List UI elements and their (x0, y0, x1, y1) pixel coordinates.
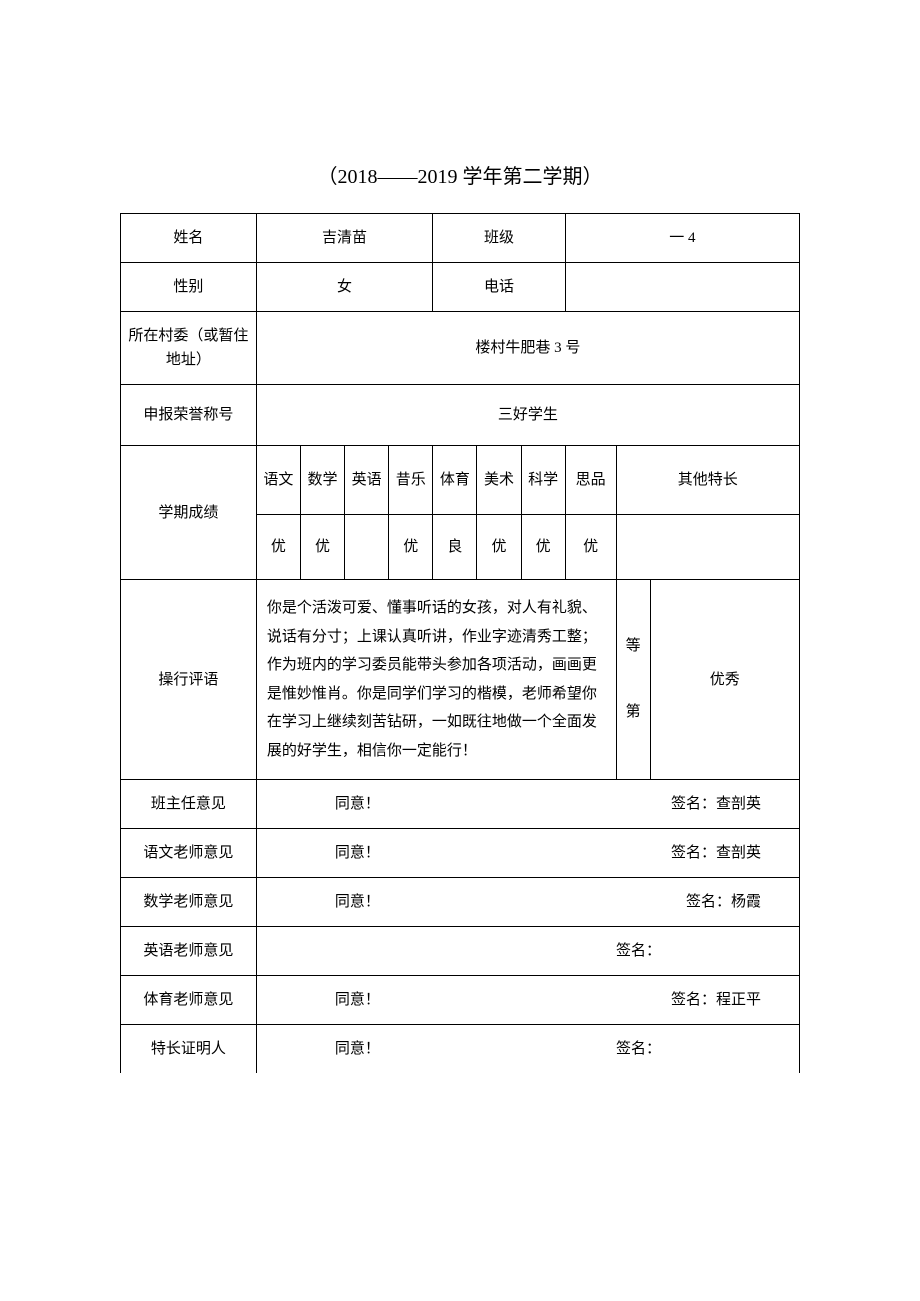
homeroom-opinion-label: 班主任意见 (121, 780, 257, 829)
phone-label: 电话 (433, 263, 565, 312)
talent-opinion: 同意！ 签名： (256, 1025, 799, 1074)
score-english (345, 515, 389, 580)
gender-value: 女 (256, 263, 433, 312)
student-form-table: 姓名 吉清苗 班级 一 4 性别 女 电话 所在村委（或暂住地址） 楼村牛肥巷 … (120, 213, 800, 1073)
chinese-opinion-label: 语文老师意见 (121, 829, 257, 878)
honor-value: 三好学生 (256, 385, 799, 446)
score-science: 优 (521, 515, 565, 580)
english-opinion-label: 英语老师意见 (121, 927, 257, 976)
subject-art: 美术 (477, 446, 521, 515)
address-label: 所在村委（或暂住地址） (121, 312, 257, 385)
phone-value (565, 263, 799, 312)
subject-science: 科学 (521, 446, 565, 515)
subject-music: 昔乐 (389, 446, 433, 515)
score-ethics: 优 (565, 515, 616, 580)
subject-chinese: 语文 (256, 446, 300, 515)
subject-english: 英语 (345, 446, 389, 515)
subject-ethics: 思品 (565, 446, 616, 515)
address-value: 楼村牛肥巷 3 号 (256, 312, 799, 385)
grades-label: 学期成绩 (121, 446, 257, 580)
class-label: 班级 (433, 214, 565, 263)
class-value: 一 4 (565, 214, 799, 263)
chinese-opinion: 同意！ 签名：查剖英 (256, 829, 799, 878)
document-title: （2018——2019 学年第二学期） (120, 160, 800, 189)
name-value: 吉清苗 (256, 214, 433, 263)
score-chinese: 优 (256, 515, 300, 580)
conduct-grade-value: 优秀 (650, 580, 799, 780)
math-opinion-label: 数学老师意见 (121, 878, 257, 927)
conduct-comment: 你是个活泼可爱、懂事听话的女孩，对人有礼貌、说话有分寸；上课认真听讲，作业字迹清… (256, 580, 616, 780)
conduct-label: 操行评语 (121, 580, 257, 780)
homeroom-opinion: 同意！ 签名：查剖英 (256, 780, 799, 829)
english-opinion: 签名： (256, 927, 799, 976)
pe-opinion: 同意！ 签名：程正平 (256, 976, 799, 1025)
gender-label: 性别 (121, 263, 257, 312)
name-label: 姓名 (121, 214, 257, 263)
score-pe: 良 (433, 515, 477, 580)
conduct-grade-label: 等 第 (616, 580, 650, 780)
other-talent-value (616, 515, 799, 580)
subject-pe: 体育 (433, 446, 477, 515)
pe-opinion-label: 体育老师意见 (121, 976, 257, 1025)
score-math: 优 (300, 515, 344, 580)
talent-opinion-label: 特长证明人 (121, 1025, 257, 1074)
math-opinion: 同意！ 签名：杨霞 (256, 878, 799, 927)
other-talent-label: 其他特长 (616, 446, 799, 515)
subject-math: 数学 (300, 446, 344, 515)
score-art: 优 (477, 515, 521, 580)
score-music: 优 (389, 515, 433, 580)
honor-label: 申报荣誉称号 (121, 385, 257, 446)
